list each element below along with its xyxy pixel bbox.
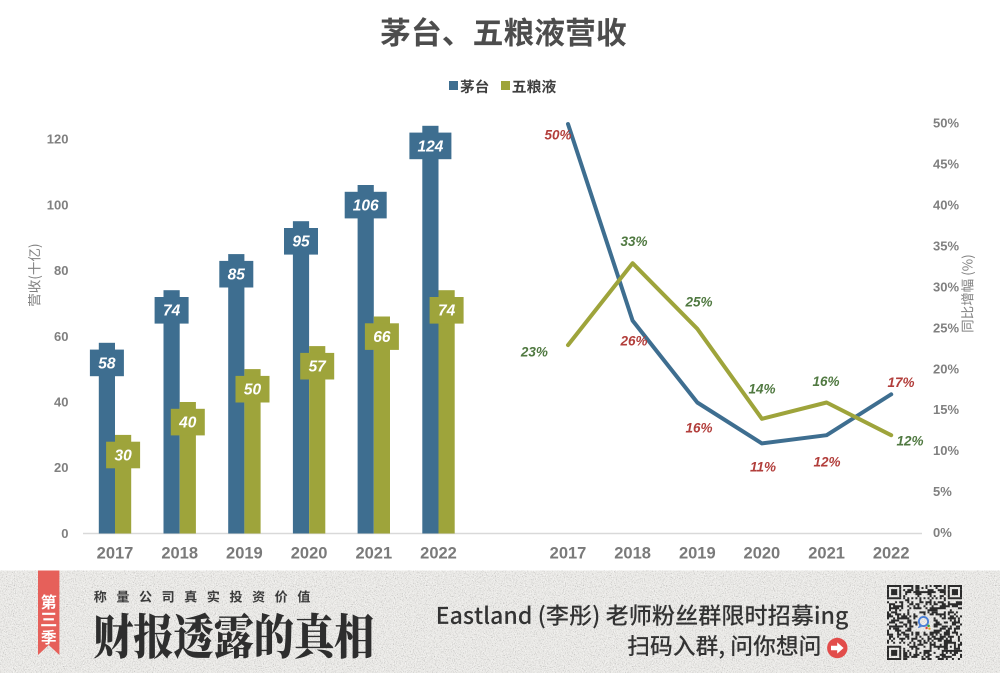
svg-text:106: 106 bbox=[353, 198, 379, 215]
svg-text:16%: 16% bbox=[812, 374, 839, 389]
svg-text:40%: 40% bbox=[933, 198, 959, 213]
svg-text:17%: 17% bbox=[887, 375, 914, 390]
svg-text:74: 74 bbox=[438, 303, 456, 320]
svg-text:20%: 20% bbox=[933, 361, 959, 376]
svg-text:80: 80 bbox=[54, 263, 68, 278]
svg-text:45%: 45% bbox=[933, 157, 959, 172]
svg-text:2020: 2020 bbox=[291, 545, 328, 563]
svg-text:12%: 12% bbox=[813, 455, 840, 470]
svg-text:0%: 0% bbox=[933, 525, 952, 540]
svg-text:2018: 2018 bbox=[614, 545, 651, 563]
svg-text:15%: 15% bbox=[933, 402, 959, 417]
svg-text:0: 0 bbox=[61, 526, 68, 541]
svg-text:2018: 2018 bbox=[161, 545, 198, 563]
svg-text:66: 66 bbox=[373, 329, 391, 346]
svg-text:25%: 25% bbox=[684, 295, 712, 310]
svg-text:2017: 2017 bbox=[97, 545, 134, 563]
svg-text:30: 30 bbox=[114, 447, 132, 464]
svg-text:23%: 23% bbox=[520, 344, 548, 359]
svg-text:100: 100 bbox=[47, 197, 69, 212]
svg-text:12%: 12% bbox=[896, 434, 923, 449]
svg-text:58: 58 bbox=[98, 355, 116, 372]
svg-text:85: 85 bbox=[228, 267, 246, 284]
svg-text:2022: 2022 bbox=[873, 545, 910, 563]
svg-text:5%: 5% bbox=[933, 484, 952, 499]
svg-text:25%: 25% bbox=[933, 320, 959, 335]
svg-text:124: 124 bbox=[417, 138, 443, 155]
svg-text:57: 57 bbox=[309, 359, 328, 376]
svg-text:2020: 2020 bbox=[744, 545, 781, 563]
svg-text:50%: 50% bbox=[933, 116, 959, 131]
svg-text:50: 50 bbox=[244, 382, 262, 399]
svg-text:40: 40 bbox=[178, 415, 197, 432]
svg-text:2021: 2021 bbox=[355, 545, 392, 563]
svg-text:40: 40 bbox=[54, 395, 68, 410]
svg-text:95: 95 bbox=[292, 234, 310, 251]
svg-text:60: 60 bbox=[54, 329, 68, 344]
svg-text:120: 120 bbox=[47, 132, 69, 147]
svg-text:2021: 2021 bbox=[808, 545, 845, 563]
svg-text:30%: 30% bbox=[933, 279, 959, 294]
svg-text:20: 20 bbox=[54, 460, 68, 475]
svg-text:2022: 2022 bbox=[420, 545, 457, 563]
svg-text:16%: 16% bbox=[685, 420, 712, 435]
svg-text:14%: 14% bbox=[748, 382, 775, 397]
svg-text:2017: 2017 bbox=[550, 545, 587, 563]
svg-text:50%: 50% bbox=[544, 128, 571, 143]
svg-text:74: 74 bbox=[163, 303, 181, 320]
svg-text:26%: 26% bbox=[619, 334, 647, 349]
svg-text:10%: 10% bbox=[933, 443, 959, 458]
svg-text:2019: 2019 bbox=[226, 545, 263, 563]
svg-text:35%: 35% bbox=[933, 239, 959, 254]
svg-text:33%: 33% bbox=[620, 234, 647, 249]
svg-text:2019: 2019 bbox=[679, 545, 716, 563]
svg-text:11%: 11% bbox=[750, 460, 776, 475]
